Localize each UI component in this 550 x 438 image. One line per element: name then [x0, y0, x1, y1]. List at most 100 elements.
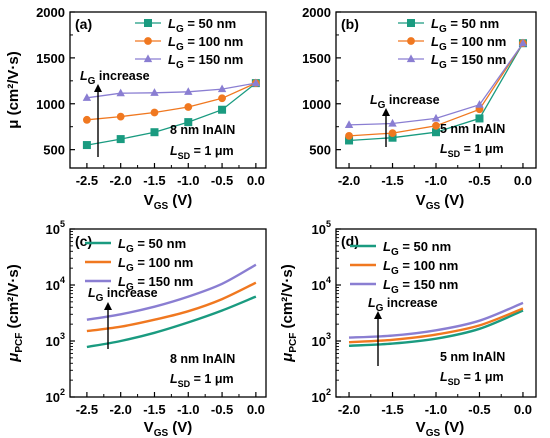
x-tick-label: 0.0 [247, 173, 265, 188]
legend-entry: LG = 100 nm [118, 255, 193, 274]
legend-marker [144, 37, 152, 45]
data-point [150, 88, 159, 96]
legend-entry: LG = 50 nm [431, 16, 499, 35]
y-axis-label: μPCF (cm²/V·s) [5, 264, 25, 362]
y-tick-label: 105 [46, 219, 65, 237]
plot-frame [69, 11, 267, 169]
y-axis-label: μPCF (cm²/V·s) [279, 264, 299, 362]
x-axis-label: VGS (V) [144, 419, 193, 438]
data-point [82, 115, 91, 124]
y-tick-label: 102 [312, 387, 331, 405]
x-axis-label: VGS (V) [144, 192, 193, 212]
arrow-head [94, 84, 102, 92]
x-axis-label: VGS (V) [416, 419, 465, 438]
x-tick-label: -0.5 [211, 402, 233, 417]
y-tick-label: 500 [43, 143, 65, 158]
data-point [431, 113, 441, 122]
legend-marker [406, 54, 416, 63]
arrow-head [382, 108, 390, 116]
arrow-label: LG increase [88, 286, 158, 304]
panel-note: LSD = 1 μm [440, 370, 504, 387]
x-tick-label: -1.5 [143, 173, 165, 188]
legend-entry: LG = 50 nm [118, 236, 186, 255]
y-axis-label: μ (cm²/V·s) [5, 51, 22, 129]
data-point [116, 135, 125, 144]
series-line [86, 82, 257, 99]
y-tick-label: 103 [46, 331, 65, 349]
x-tick-label: -1.0 [425, 402, 447, 417]
panel-note: 5 nm InAlN [440, 350, 505, 364]
arrow-label: LG increase [368, 296, 438, 314]
chart-panel: -2.0 -1.5 -1.0 -0.5 0.0 102 103 104 105 VGS (V) μP… [279, 219, 537, 438]
panel-note: 5 nm InAlN [440, 122, 505, 136]
y-tick-label: 2000 [302, 5, 331, 20]
x-axis-label: VGS (V) [416, 192, 465, 212]
data-point [217, 84, 227, 93]
legend-entry: LG = 150 nm [118, 274, 193, 293]
plot-frame [335, 228, 537, 398]
legend-marker [143, 54, 153, 63]
data-point [388, 118, 397, 127]
x-tick-label: -2.5 [76, 173, 98, 188]
x-tick-label: 0.0 [247, 402, 265, 417]
panel-label: (a) [75, 16, 92, 32]
x-tick-label: -0.5 [211, 173, 233, 188]
x-tick-label: -1.0 [177, 402, 199, 417]
x-tick-label: -1.5 [381, 402, 403, 417]
y-tick-label: 104 [46, 275, 65, 293]
data-point [475, 100, 484, 108]
series-line [86, 82, 257, 146]
legend-entry: LG = 150 nm [168, 52, 243, 71]
data-point [218, 94, 226, 103]
plot-frame [69, 228, 267, 398]
x-tick-label: 0.0 [514, 402, 532, 417]
series-line [86, 281, 257, 333]
x-tick-label: 0.0 [514, 173, 532, 188]
data-point [82, 141, 91, 150]
panel-note: LSD = 1 μm [170, 372, 234, 389]
series-line [86, 263, 257, 321]
data-point [150, 108, 159, 117]
y-tick-label: 104 [312, 275, 331, 293]
data-point [82, 93, 92, 101]
x-tick-label: -1.5 [381, 173, 403, 188]
legend-marker [407, 37, 415, 45]
legend-entry: LG = 150 nm [431, 52, 506, 71]
data-point [475, 114, 484, 123]
x-tick-label: -2.0 [338, 402, 360, 417]
arrow-label: LG increase [80, 69, 150, 87]
series-line [86, 82, 257, 121]
data-point [432, 121, 440, 130]
legend-entry: LG = 100 nm [383, 258, 458, 277]
legend-entry: LG = 50 nm [383, 239, 451, 258]
x-tick-label: -2.5 [76, 402, 98, 417]
legend-entry: LG = 150 nm [383, 277, 458, 296]
y-tick-label: 103 [312, 331, 331, 349]
data-point [251, 78, 261, 87]
arrow-head [374, 311, 382, 319]
panel-label: (b) [341, 16, 359, 32]
x-tick-label: -0.5 [468, 402, 490, 417]
y-tick-label: 1500 [36, 51, 65, 66]
x-tick-label: -1.5 [143, 402, 165, 417]
panel-note: 8 nm InAlN [170, 352, 235, 366]
data-point [518, 38, 528, 47]
x-tick-label: -1.0 [425, 173, 447, 188]
y-tick-label: 1500 [302, 51, 331, 66]
x-tick-label: -2.0 [109, 402, 131, 417]
legend-entry: LG = 100 nm [431, 34, 506, 53]
panel-label: (c) [75, 233, 92, 249]
x-tick-label: -2.0 [109, 173, 131, 188]
panel-note: 8 nm InAlN [170, 123, 235, 137]
panel-note: LSD = 1 μm [440, 142, 504, 159]
legend-entry: LG = 50 nm [168, 16, 236, 35]
x-tick-label: -2.0 [338, 173, 360, 188]
chart-panel: -2.0 -1.5 -1.0 -0.5 0.0 500 1000 1500 2000 VGS (V… [302, 5, 537, 212]
data-point [184, 118, 193, 127]
legend-entry: LG = 100 nm [168, 34, 243, 53]
x-tick-label: -1.0 [177, 173, 199, 188]
y-tick-label: 105 [312, 219, 331, 237]
y-tick-label: 1000 [36, 97, 65, 112]
chart-panel: -2.5 -2.0 -1.5 -1.0 -0.5 0.0 500 1000 1500 2000 VG… [5, 5, 267, 212]
